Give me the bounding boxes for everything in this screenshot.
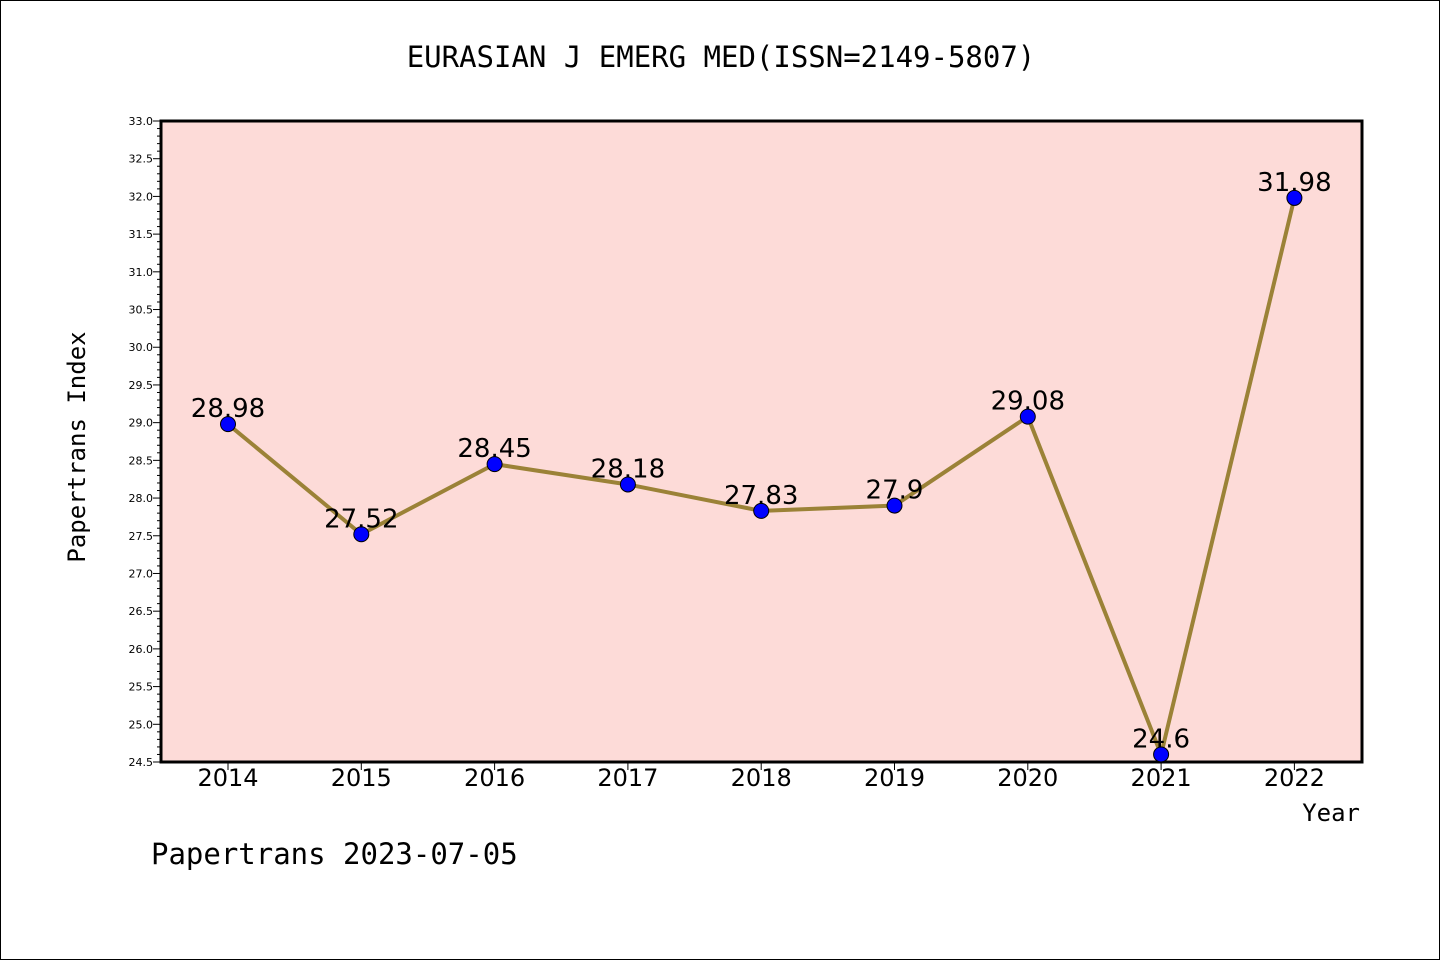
data-label: 27.52	[324, 504, 398, 534]
data-label: 28.98	[191, 394, 265, 424]
x-tick-label: 2014	[197, 764, 258, 792]
y-tick-label: 29.5	[129, 379, 154, 392]
x-tick-label: 2017	[597, 764, 658, 792]
data-label: 24.6	[1132, 724, 1190, 754]
data-label: 29.08	[991, 387, 1065, 417]
y-tick-label: 27.0	[129, 567, 154, 580]
y-tick-label: 32.5	[129, 153, 154, 166]
x-axis-ticks: 2014 2015 2016 2017 2018 2019 2020 2021 2022	[197, 762, 1325, 792]
x-tick-label: 2021	[1131, 764, 1192, 792]
data-point	[220, 416, 236, 433]
data-point	[1019, 408, 1036, 425]
y-tick-label: 29.0	[129, 417, 154, 430]
y-axis-ticks: 24.5 25.0 25.5 26.0 26.5 27.0 27.5 28.0 28.5 29.0…	[129, 115, 161, 769]
y-tick-label: 32.0	[129, 190, 154, 203]
data-point	[353, 526, 370, 543]
footer-stamp: Papertrans 2023-07-05	[151, 837, 518, 871]
data-point	[486, 456, 503, 473]
y-tick-label: 31.5	[129, 228, 154, 241]
x-tick-label: 2018	[731, 764, 792, 792]
data-point	[753, 502, 770, 519]
y-tick-label: 28.5	[129, 454, 154, 467]
y-tick-label: 25.0	[129, 718, 154, 731]
x-tick-label: 2022	[1264, 764, 1325, 792]
x-tick-label: 2015	[331, 764, 392, 792]
x-tick-label: 2016	[464, 764, 525, 792]
data-label: 31.98	[1257, 168, 1331, 198]
data-label: 28.45	[457, 434, 531, 464]
y-tick-label: 31.0	[129, 266, 154, 279]
data-point	[886, 497, 903, 514]
y-tick-label: 28.0	[129, 492, 154, 505]
y-tick-label: 24.5	[129, 756, 154, 769]
y-tick-label: 25.5	[129, 681, 154, 694]
data-point	[1153, 746, 1170, 763]
y-tick-label: 26.0	[129, 643, 154, 656]
y-tick-label: 26.5	[129, 605, 154, 618]
data-label: 28.18	[591, 454, 665, 484]
y-tick-label: 33.0	[129, 115, 154, 128]
data-point	[619, 476, 636, 493]
y-tick-label: 30.5	[129, 304, 154, 317]
series-layer	[220, 189, 1303, 763]
x-tick-label: 2019	[864, 764, 925, 792]
chart-title: EURASIAN J EMERG MED(ISSN=2149-5807)	[407, 40, 1036, 74]
x-tick-label: 2020	[997, 764, 1058, 792]
data-label: 27.83	[724, 481, 798, 511]
y-axis-label: Papertrans Index	[63, 331, 91, 562]
y-tick-label: 30.0	[129, 341, 154, 354]
data-label: 27.9	[866, 476, 924, 506]
y-tick-label: 27.5	[129, 530, 154, 543]
data-point	[1286, 189, 1303, 206]
x-axis-label: Year	[1302, 799, 1360, 827]
data-labels: 28.98 27.52 28.45 28.18 27.83 27.9 29.08 24.6 31…	[191, 168, 1332, 755]
plot-area	[159, 119, 1364, 764]
